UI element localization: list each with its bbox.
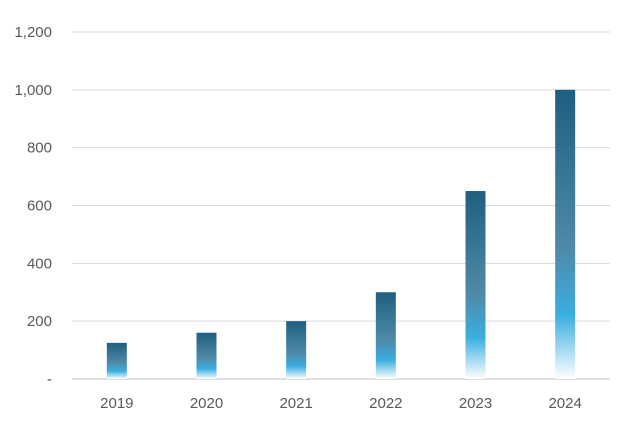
bar-2024 xyxy=(555,89,576,379)
x-tick-label: 2020 xyxy=(190,395,223,412)
x-tick-label: 2021 xyxy=(279,395,312,412)
y-tick-label: 400 xyxy=(27,255,52,272)
gridlines xyxy=(72,31,610,380)
y-tick-label: 200 xyxy=(27,313,52,330)
x-tick-label: 2022 xyxy=(369,395,402,412)
x-axis-ticks: 2019 2020 2021 2022 2023 2024 xyxy=(100,395,582,412)
bar-2022 xyxy=(375,292,396,379)
x-tick-label: 2019 xyxy=(100,395,133,412)
bar-2019 xyxy=(106,342,127,379)
y-tick-label: 1,000 xyxy=(14,82,52,99)
y-tick-label: 1,200 xyxy=(14,24,52,41)
y-axis-ticks: - 200 400 600 800 1,000 1,200 xyxy=(14,24,52,388)
y-tick-label: - xyxy=(47,371,52,388)
y-tick-label: 600 xyxy=(27,198,52,215)
bar-2021 xyxy=(286,321,307,379)
x-tick-label: 2024 xyxy=(548,395,581,412)
y-tick-label: 800 xyxy=(27,140,52,157)
x-tick-label: 2023 xyxy=(459,395,492,412)
bars xyxy=(106,89,576,379)
bar-2020 xyxy=(196,332,217,379)
bar-2023 xyxy=(465,191,486,379)
